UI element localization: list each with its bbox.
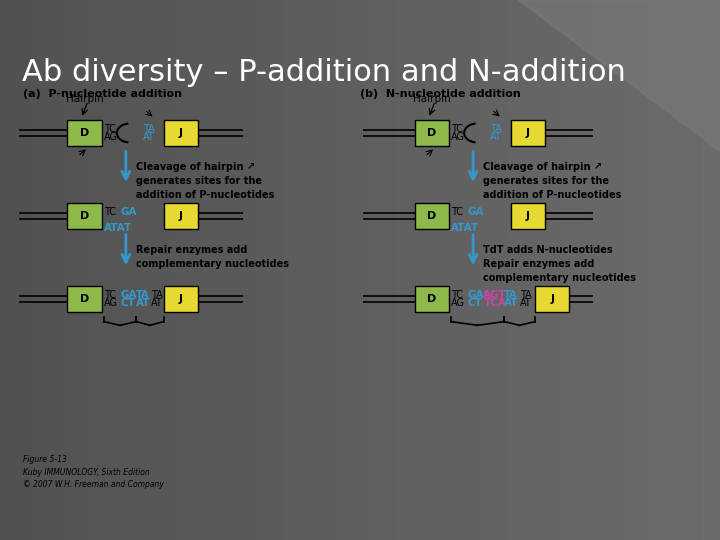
Text: TC: TC: [104, 124, 116, 134]
Text: TA: TA: [490, 124, 502, 134]
Text: J: J: [550, 294, 554, 305]
FancyBboxPatch shape: [68, 203, 102, 229]
FancyBboxPatch shape: [68, 286, 102, 312]
Text: GA: GA: [467, 207, 484, 217]
Text: TC: TC: [451, 207, 463, 217]
Text: CT: CT: [120, 299, 135, 308]
Text: TC: TC: [104, 290, 116, 300]
FancyBboxPatch shape: [163, 203, 198, 229]
Text: GA: GA: [120, 290, 137, 300]
Text: TA: TA: [151, 290, 163, 300]
Text: TA: TA: [143, 124, 155, 134]
Text: TA: TA: [504, 290, 518, 300]
Text: Figure 5-13
Kuby IMMUNOLOGY, Sixth Edition
© 2007 W.H. Freeman and Company: Figure 5-13 Kuby IMMUNOLOGY, Sixth Editi…: [23, 455, 163, 489]
Text: AG: AG: [104, 132, 118, 142]
Text: AT: AT: [490, 132, 502, 142]
Text: GA: GA: [120, 207, 137, 217]
Text: AG: AG: [104, 299, 118, 308]
FancyBboxPatch shape: [535, 286, 570, 312]
Text: AT: AT: [151, 299, 163, 308]
Text: (b)  N-nucleotide addition: (b) N-nucleotide addition: [359, 89, 521, 99]
FancyBboxPatch shape: [415, 120, 449, 146]
Text: Cleavage of hairpin ↗
generates sites for the
addition of P-nucleotides: Cleavage of hairpin ↗ generates sites fo…: [136, 161, 274, 200]
Text: D: D: [427, 294, 436, 305]
Text: D: D: [80, 128, 89, 138]
Text: ATAT: ATAT: [451, 222, 480, 233]
Text: Hairpin: Hairpin: [413, 94, 451, 104]
Text: D: D: [427, 128, 436, 138]
Text: AGT: AGT: [483, 290, 507, 300]
Text: J: J: [526, 128, 530, 138]
Text: AG: AG: [451, 132, 465, 142]
Text: Repair enzymes add
complementary nucleotides: Repair enzymes add complementary nucleot…: [136, 245, 289, 269]
Text: D: D: [80, 294, 89, 305]
Text: TC: TC: [451, 124, 463, 134]
Text: J: J: [179, 294, 183, 305]
FancyBboxPatch shape: [511, 203, 545, 229]
Polygon shape: [518, 0, 720, 151]
Text: AT: AT: [504, 299, 518, 308]
Text: J: J: [179, 128, 183, 138]
Text: TA: TA: [520, 290, 531, 300]
Text: Hairpin: Hairpin: [66, 94, 104, 104]
Text: (a)  P-nucleotide addition: (a) P-nucleotide addition: [23, 89, 181, 99]
Text: ATAT: ATAT: [104, 222, 132, 233]
Text: AG: AG: [451, 299, 465, 308]
Text: D: D: [80, 211, 89, 221]
FancyBboxPatch shape: [163, 286, 198, 312]
Text: J: J: [526, 211, 530, 221]
Text: J: J: [179, 211, 183, 221]
Text: TA: TA: [136, 290, 150, 300]
Text: GA: GA: [467, 290, 484, 300]
Text: AT: AT: [520, 299, 531, 308]
Text: Ab diversity – P-addition and N-addition: Ab diversity – P-addition and N-addition: [22, 58, 626, 87]
Text: CT: CT: [467, 299, 482, 308]
Text: TCA: TCA: [483, 299, 506, 308]
Text: TC: TC: [451, 290, 463, 300]
FancyBboxPatch shape: [511, 120, 545, 146]
Text: TdT adds N-nucleotides
Repair enzymes add
complementary nucleotides: TdT adds N-nucleotides Repair enzymes ad…: [483, 245, 636, 283]
FancyBboxPatch shape: [163, 120, 198, 146]
Text: AT: AT: [143, 132, 155, 142]
FancyBboxPatch shape: [415, 203, 449, 229]
Text: AT: AT: [136, 299, 150, 308]
FancyBboxPatch shape: [415, 286, 449, 312]
FancyBboxPatch shape: [68, 120, 102, 146]
Text: Cleavage of hairpin ↗
generates sites for the
addition of P-nucleotides: Cleavage of hairpin ↗ generates sites fo…: [483, 161, 622, 200]
Text: TC: TC: [104, 207, 116, 217]
Text: D: D: [427, 211, 436, 221]
